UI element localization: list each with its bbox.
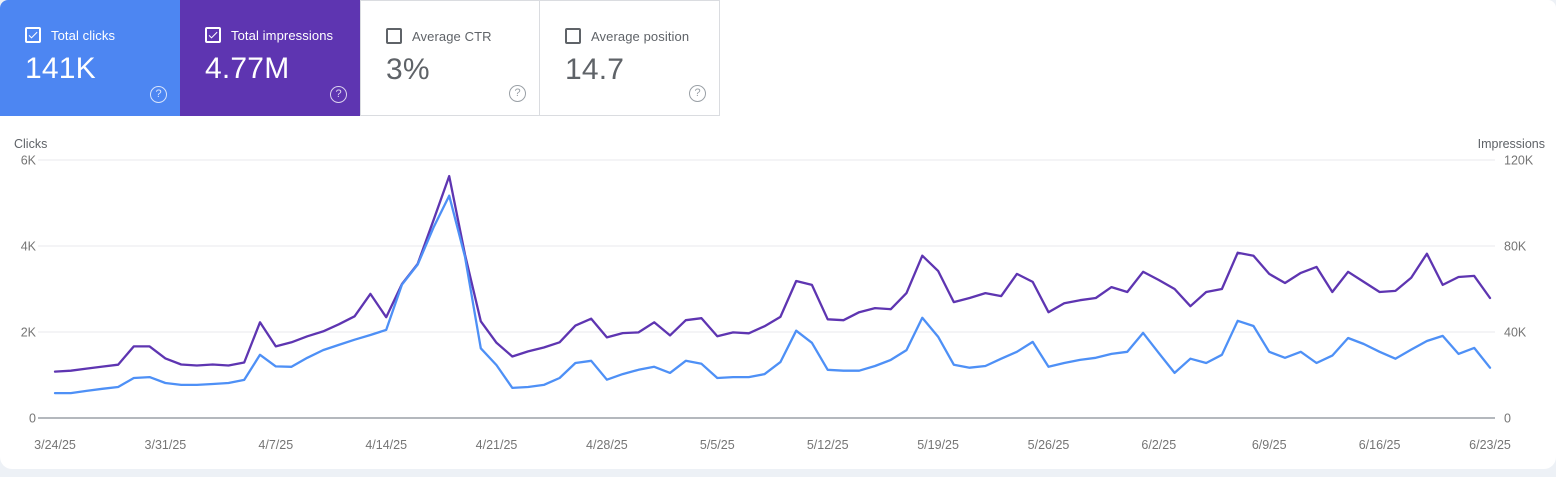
total-clicks-line[interactable] <box>53 194 1492 395</box>
average-ctr-checkbox[interactable] <box>386 28 402 44</box>
total-impressions-line[interactable] <box>53 174 1492 373</box>
x-axis-tick-labels: 3/24/25 3/31/25 4/7/25 4/14/25 4/21/25 4/28/2… <box>34 438 1511 452</box>
svg-text:6/16/25: 6/16/25 <box>1359 438 1401 452</box>
svg-text:4/28/25: 4/28/25 <box>586 438 628 452</box>
svg-text:0: 0 <box>1504 412 1511 426</box>
svg-text:5/19/25: 5/19/25 <box>917 438 959 452</box>
metric-card-total-impressions[interactable]: Total impressions 4.77M ? <box>180 0 360 116</box>
help-icon[interactable]: ? <box>330 86 347 103</box>
performance-chart-svg[interactable]: 0 0 2K 40K 4K 80K 6K 120K 3/24/25 3/31/25 4/7/25 4/… <box>0 130 1556 460</box>
svg-text:4/14/25: 4/14/25 <box>365 438 407 452</box>
checkmark-icon <box>28 31 38 39</box>
svg-text:6K: 6K <box>21 154 37 168</box>
gridlines <box>38 159 1495 419</box>
metric-value: 3% <box>386 53 430 86</box>
svg-text:3/24/25: 3/24/25 <box>34 438 76 452</box>
y-axis-tick-labels: 0 0 2K 40K 4K 80K 6K 120K <box>21 154 1534 426</box>
svg-text:40K: 40K <box>1504 326 1527 340</box>
average-position-checkbox[interactable] <box>565 28 581 44</box>
metric-label: Average CTR <box>412 28 492 44</box>
help-icon[interactable]: ? <box>509 85 526 102</box>
svg-text:3/31/25: 3/31/25 <box>145 438 187 452</box>
svg-text:80K: 80K <box>1504 240 1527 254</box>
svg-text:4/21/25: 4/21/25 <box>476 438 518 452</box>
metric-label: Average position <box>591 28 690 44</box>
svg-text:4/7/25: 4/7/25 <box>258 438 293 452</box>
help-icon[interactable]: ? <box>150 86 167 103</box>
svg-text:0: 0 <box>29 412 36 426</box>
svg-text:6/2/25: 6/2/25 <box>1141 438 1176 452</box>
svg-text:4K: 4K <box>21 240 37 254</box>
svg-text:6/9/25: 6/9/25 <box>1252 438 1287 452</box>
metric-value: 4.77M <box>205 52 290 85</box>
checkmark-icon <box>208 31 218 39</box>
svg-text:5/26/25: 5/26/25 <box>1028 438 1070 452</box>
svg-text:5/12/25: 5/12/25 <box>807 438 849 452</box>
metric-value: 14.7 <box>565 53 625 86</box>
metric-card-average-ctr[interactable]: Average CTR 3% ? <box>360 0 540 116</box>
help-icon[interactable]: ? <box>689 85 706 102</box>
total-impressions-checkbox[interactable] <box>205 27 221 43</box>
svg-text:2K: 2K <box>21 326 37 340</box>
right-axis-title: Impressions <box>1477 137 1545 151</box>
total-clicks-checkbox[interactable] <box>25 27 41 43</box>
left-axis-title: Clicks <box>14 137 48 151</box>
metric-cards-row: Total clicks 141K ? Total impressions 4.… <box>0 0 720 116</box>
svg-text:5/5/25: 5/5/25 <box>700 438 735 452</box>
metric-card-total-clicks[interactable]: Total clicks 141K ? <box>0 0 180 116</box>
metric-label: Total clicks <box>51 27 116 43</box>
metric-card-average-position[interactable]: Average position 14.7 ? <box>540 0 720 116</box>
metric-label: Total impressions <box>231 27 334 43</box>
svg-text:6/23/25: 6/23/25 <box>1469 438 1511 452</box>
svg-text:120K: 120K <box>1504 154 1534 168</box>
metric-value: 141K <box>25 52 96 85</box>
